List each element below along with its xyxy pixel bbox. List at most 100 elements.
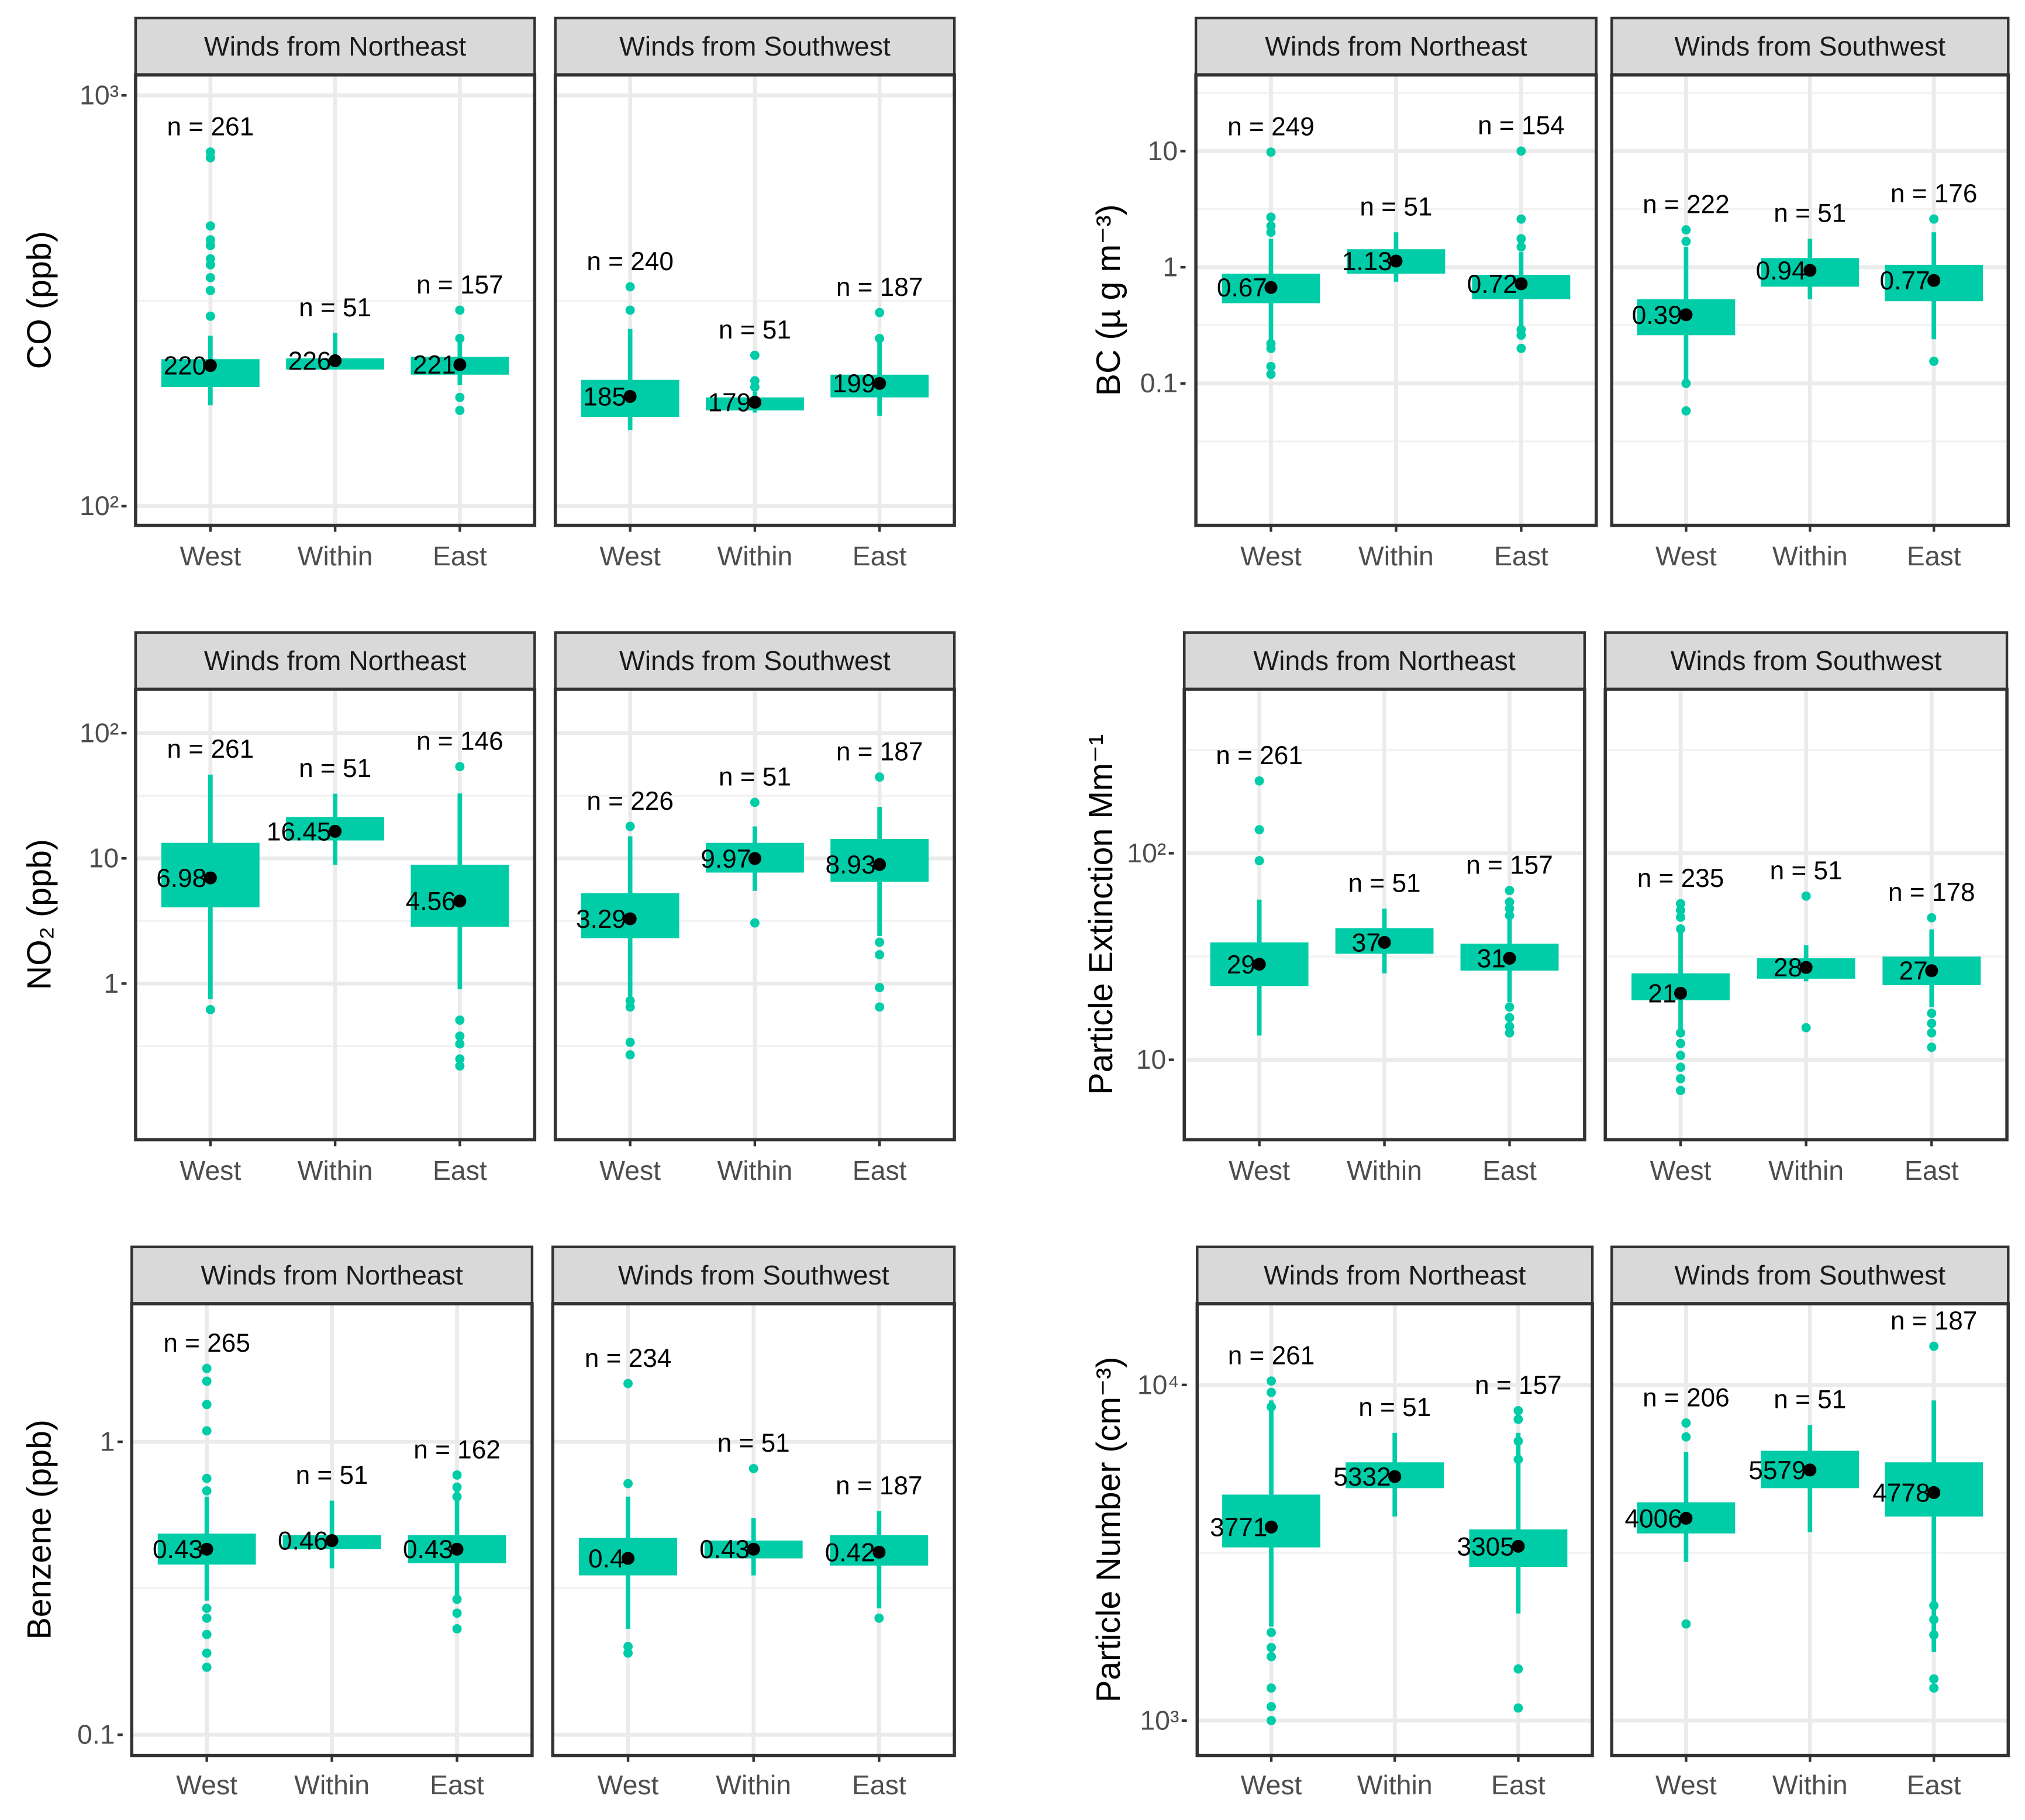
n-label: n = 157 (416, 271, 503, 299)
outlier-point (1681, 378, 1691, 388)
n-label: n = 51 (1774, 199, 1846, 228)
outlier-point (1267, 1702, 1276, 1712)
x-tick-label: West (599, 1155, 661, 1186)
outlier-point (1267, 1715, 1276, 1725)
outlier-point (1266, 212, 1276, 222)
box-east: 4778 n = 187 (1872, 1307, 1983, 1693)
box-within: 179 n = 51 (705, 316, 804, 417)
outlier-point (623, 1642, 633, 1652)
n-label: n = 51 (296, 1461, 368, 1490)
outlier-point (874, 1613, 884, 1623)
outlier-point (202, 1363, 212, 1373)
facet-title: Winds from Southwest (1674, 1260, 1945, 1290)
x-tick-label: Within (1768, 1155, 1844, 1186)
box-east: 199 n = 187 (830, 273, 929, 416)
box-east: 4.56 n = 146 (406, 727, 509, 1071)
median-label: 29 (1227, 951, 1255, 979)
x-tick-label: Within (1772, 541, 1848, 571)
outlier-point (625, 821, 635, 831)
outlier-point (455, 333, 465, 343)
box-east: 0.77 n = 176 (1880, 179, 1983, 366)
y-tick-label: 10² (80, 717, 119, 748)
facet-panel: Winds from Northeast 3771 n = 261 5332 n = 5… (1195, 1245, 1594, 1800)
outlier-point (1505, 886, 1515, 896)
n-label: n = 261 (167, 735, 254, 764)
box-west: 0.39 n = 222 (1632, 190, 1736, 416)
x-tick-label: Within (1772, 1770, 1848, 1800)
median-point (1674, 986, 1688, 1000)
median-point (748, 396, 761, 409)
outlier-point (875, 983, 885, 993)
median-point (1925, 964, 1938, 978)
median-label: 4778 (1872, 1479, 1930, 1507)
median-label: 221 (413, 351, 456, 379)
facet-title: Winds from Southwest (619, 31, 891, 61)
n-label: n = 222 (1643, 190, 1730, 219)
n-label: n = 235 (1637, 864, 1724, 893)
median-point (1253, 958, 1266, 971)
outlier-point (1266, 221, 1276, 231)
outlier-point (1516, 330, 1526, 340)
outlier-point (452, 1482, 462, 1492)
x-tick-label: West (180, 1155, 241, 1186)
facet-title: Winds from Northeast (1264, 1260, 1526, 1290)
median-label: 0.4 (588, 1545, 624, 1573)
outlier-point (205, 260, 215, 270)
median-label: 5332 (1333, 1463, 1391, 1491)
box-east: 221 n = 157 (410, 271, 509, 415)
outlier-point (1505, 910, 1515, 920)
outlier-point (750, 797, 760, 807)
outlier-point (1927, 1009, 1937, 1018)
n-label: n = 51 (299, 754, 371, 783)
facet-panel: Winds from Southwest 0.4 n = 234 0.43 n = 51… (551, 1245, 956, 1800)
facet-panel: Winds from Northeast 0.43 n = 265 0.46 n = 5… (130, 1245, 534, 1800)
n-label: n = 261 (1216, 741, 1303, 770)
median-point (203, 359, 217, 372)
y-axis-title: Particle Number (cm⁻³) (1090, 1356, 1127, 1702)
box-east: 27 n = 178 (1882, 878, 1981, 1052)
median-label: 185 (583, 383, 626, 412)
outlier-point (1267, 1387, 1276, 1397)
outlier-point (1681, 1432, 1691, 1442)
y-tick-label: 1 (1162, 252, 1178, 282)
facet-panel: Winds from Southwest 3.29 n = 226 9.97 n = 5… (553, 631, 956, 1186)
median-point (748, 852, 761, 865)
outlier-point (1929, 1341, 1939, 1351)
outlier-point (1266, 369, 1276, 379)
y-tick-label: 1 (100, 1427, 115, 1457)
outlier-point (452, 1624, 462, 1633)
n-label: n = 178 (1888, 878, 1975, 907)
outlier-point (1929, 1601, 1939, 1611)
n-label: n = 187 (836, 273, 923, 302)
outlier-point (1513, 1703, 1523, 1713)
facet-panel: Winds from Northeast 29 n = 261 37 n = 51 31 n… (1182, 631, 1586, 1186)
outlier-point (748, 1463, 758, 1473)
box-within: 9.97 n = 51 (701, 763, 804, 928)
outlier-point (1676, 905, 1685, 915)
y-tick-label: 10³ (1140, 1705, 1179, 1735)
x-tick-label: East (1482, 1155, 1537, 1186)
x-tick-label: Within (717, 541, 792, 571)
facet-title: Winds from Northeast (1253, 645, 1515, 676)
outlier-point (1513, 1414, 1523, 1424)
median-label: 4006 (1625, 1504, 1682, 1533)
outlier-point (623, 1648, 633, 1658)
outlier-point (455, 1039, 465, 1049)
box-west: 6.98 n = 261 (156, 735, 260, 1014)
outlier-point (1254, 856, 1264, 866)
median-label: 21 (1648, 979, 1676, 1008)
n-label: n = 157 (1475, 1371, 1562, 1400)
n-label: n = 234 (585, 1344, 672, 1373)
outlier-point (875, 1002, 885, 1012)
outlier-point (1929, 1674, 1939, 1684)
outlier-point (750, 350, 760, 360)
outlier-point (1266, 227, 1276, 237)
outlier-point (1681, 236, 1691, 246)
x-tick-label: East (852, 1770, 906, 1800)
outlier-point (1801, 891, 1811, 901)
n-label: n = 187 (836, 1472, 923, 1500)
median-label: 0.42 (825, 1538, 875, 1567)
outlier-point (205, 285, 215, 295)
box-west: 21 n = 235 (1631, 864, 1730, 1096)
